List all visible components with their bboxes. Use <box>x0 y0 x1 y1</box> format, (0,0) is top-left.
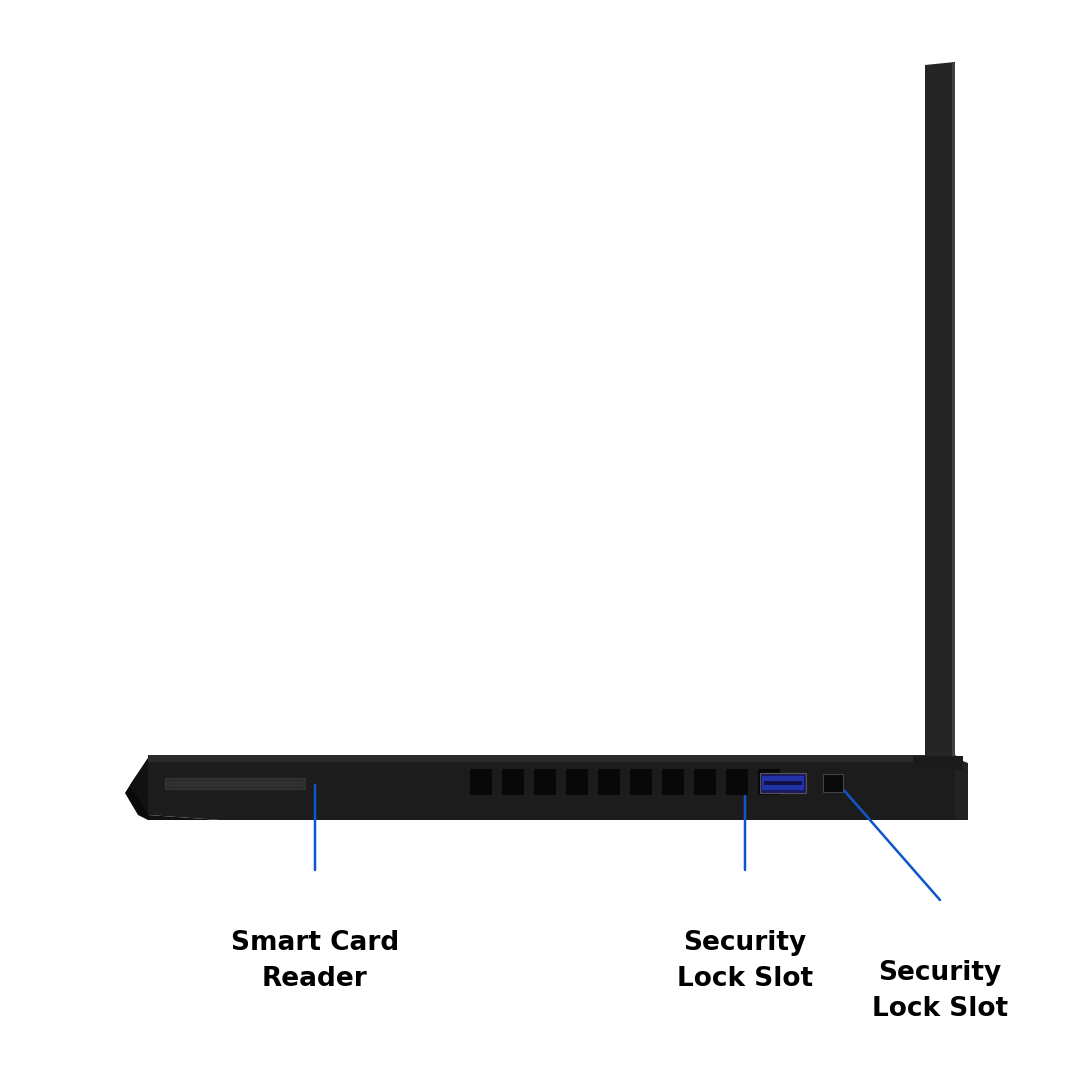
Bar <box>758 769 780 795</box>
Polygon shape <box>955 758 968 820</box>
Bar <box>598 769 620 795</box>
Polygon shape <box>924 62 955 756</box>
Text: Security
Lock Slot: Security Lock Slot <box>677 930 813 993</box>
Polygon shape <box>125 785 148 820</box>
Bar <box>165 778 305 789</box>
Bar <box>760 773 806 793</box>
Bar <box>566 769 588 795</box>
Bar <box>502 769 524 795</box>
Polygon shape <box>148 755 960 762</box>
Bar <box>662 769 684 795</box>
Bar <box>470 769 492 795</box>
Bar <box>726 769 748 795</box>
Bar <box>951 62 955 756</box>
Bar <box>630 769 652 795</box>
Bar <box>823 774 843 792</box>
Bar <box>534 769 556 795</box>
Polygon shape <box>130 758 960 820</box>
Polygon shape <box>130 758 220 820</box>
Bar <box>762 777 804 789</box>
Bar <box>764 781 802 785</box>
Text: Security
Lock Slot: Security Lock Slot <box>872 960 1008 1022</box>
Bar <box>694 769 716 795</box>
Text: Smart Card
Reader: Smart Card Reader <box>231 930 400 993</box>
Polygon shape <box>913 756 963 770</box>
